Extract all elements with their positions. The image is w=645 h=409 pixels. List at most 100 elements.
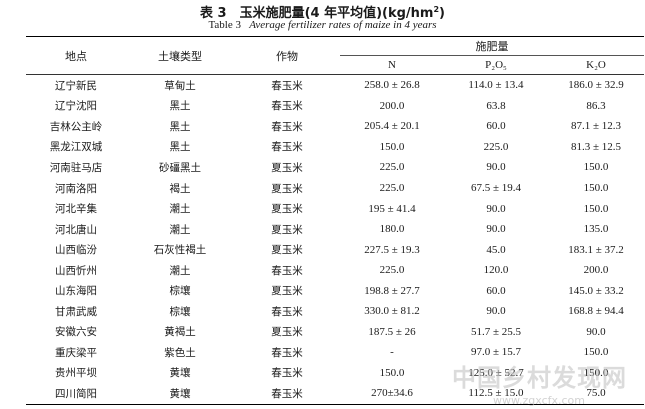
cell-location: 甘肃武威: [55, 305, 97, 318]
cell-n: 227.5 ± 19.3: [364, 243, 420, 256]
cell-location: 山东海阳: [55, 285, 97, 298]
table-row: 重庆梁平 紫色土 春玉米 - 97.0 ± 15.7 150.0: [26, 342, 644, 363]
cell-p2o5: 125.0 ± 52.7: [468, 366, 524, 379]
cell-location: 辽宁新民: [55, 79, 97, 92]
header-soil-type: 土壤类型: [158, 49, 202, 63]
cell-p2o5: 67.5 ± 19.4: [470, 182, 522, 194]
cell-crop: 夏玉米: [271, 285, 303, 298]
cell-k2o: 150.0: [583, 182, 609, 194]
cell-crop: 夏玉米: [271, 244, 303, 257]
cell-soil-type: 褐土: [169, 182, 191, 195]
cell-p2o5: 112.5 ± 15.0: [468, 387, 524, 400]
cell-location: 辽宁沈阳: [55, 100, 97, 113]
header-k2o: K₂O: [586, 59, 606, 71]
cell-p2o5: 60.0: [486, 284, 506, 297]
table-row: 黑龙江双城 黑土 春玉米 150.0 225.0 81.3 ± 12.5: [26, 137, 644, 158]
cell-crop: 春玉米: [271, 120, 303, 133]
cell-k2o: 150.0: [583, 202, 609, 215]
table-row: 辽宁沈阳 黑土 春玉米 200.0 63.8 86.3: [26, 96, 644, 117]
cell-k2o: 86.3: [586, 99, 606, 112]
subtitle-text: Average fertilizer rates of maize in 4 y…: [249, 19, 437, 31]
table-row: 贵州平坝 黄壤 春玉米 150.0 125.0 ± 52.7 150.0: [26, 363, 644, 384]
table-title: 表 3 玉米施肥量(4 年平均值)(kg/hm2): [0, 2, 645, 22]
cell-n: 258.0 ± 26.8: [364, 79, 420, 92]
title-superscript: 2: [433, 5, 440, 14]
cell-soil-type: 潮土: [169, 203, 191, 216]
cell-crop: 夏玉米: [271, 161, 303, 174]
cell-n: 225.0: [379, 264, 405, 277]
cell-p2o5: 60.0: [486, 120, 506, 133]
cell-soil-type: 潮土: [169, 264, 191, 277]
table-row: 吉林公主岭 黑土 春玉米 205.4 ± 20.1 60.0 87.1 ± 12.3: [26, 116, 644, 137]
cell-soil-type: 黑土: [169, 141, 191, 154]
cell-n: 180.0: [379, 223, 405, 236]
table-row: 河南驻马店 砂礓黑土 夏玉米 225.0 90.0 150.0: [26, 157, 644, 178]
header-row-top: 地点 土壤类型 作物 施肥量: [26, 36, 644, 63]
cell-crop: 春玉米: [271, 367, 303, 380]
cell-p2o5: 90.0: [486, 223, 506, 236]
cell-p2o5: 90.0: [486, 161, 506, 174]
cell-n: 270±34.6: [371, 387, 413, 400]
cell-soil-type: 黑土: [169, 100, 191, 113]
cell-n: 205.4 ± 20.1: [364, 120, 420, 133]
table-subtitle: Table 3 Average fertilizer rates of maiz…: [0, 19, 645, 32]
cell-k2o: 200.0: [583, 264, 609, 277]
cell-location: 河南洛阳: [55, 182, 97, 195]
cell-p2o5: 120.0: [483, 264, 509, 277]
cell-location: 吉林公主岭: [49, 120, 103, 133]
cell-crop: 春玉米: [271, 346, 303, 359]
cell-p2o5: 51.7 ± 25.5: [470, 325, 522, 338]
cell-soil-type: 紫色土: [164, 346, 196, 359]
cell-soil-type: 草甸土: [164, 79, 196, 92]
cell-n: 187.5 ± 26: [368, 325, 416, 338]
table-title-text: 表 3 玉米施肥量(4 年平均值)(kg/hm: [200, 6, 434, 21]
watermark-logo-text: 中国乡村发现网: [452, 364, 627, 392]
cell-soil-type: 黄壤: [169, 367, 191, 380]
cell-k2o: 87.1 ± 12.3: [570, 120, 622, 133]
cell-crop: 春玉米: [271, 264, 303, 277]
cell-crop: 夏玉米: [271, 223, 303, 236]
cell-n: -: [390, 346, 394, 359]
cell-n: 330.0 ± 81.2: [364, 305, 420, 318]
cell-k2o: 75.0: [586, 387, 606, 400]
cell-k2o: 150.0: [583, 366, 609, 379]
cell-location: 重庆梁平: [55, 346, 97, 359]
cell-soil-type: 黄壤: [169, 387, 191, 400]
cell-crop: 春玉米: [271, 305, 303, 318]
subtitle-prefix: Table 3: [208, 19, 241, 31]
table-row: 山西忻州 潮土 春玉米 225.0 120.0 200.0: [26, 260, 644, 281]
cell-crop: 春玉米: [271, 141, 303, 154]
cell-crop: 夏玉米: [271, 203, 303, 216]
cell-soil-type: 黑土: [169, 120, 191, 133]
header-p2o5: P₂O₅: [485, 59, 507, 71]
cell-k2o: 186.0 ± 32.9: [568, 79, 624, 92]
cell-p2o5: 63.8: [486, 99, 506, 112]
table-row: 山西临汾 石灰性褐土 夏玉米 227.5 ± 19.3 45.0 183.1 ± 37.2: [26, 239, 644, 260]
cell-n: 225.0: [379, 182, 405, 194]
table-row: 山东海阳 棕壤 夏玉米 198.8 ± 27.7 60.0 145.0 ± 33.2: [26, 280, 644, 301]
cell-location: 山西忻州: [55, 264, 97, 277]
header-fertilizer-rate: 施肥量: [340, 36, 644, 56]
header-crop: 作物: [276, 49, 298, 63]
cell-n: 225.0: [379, 161, 405, 174]
cell-location: 黑龙江双城: [49, 141, 103, 154]
cell-k2o: 135.0: [583, 223, 609, 236]
cell-k2o: 81.3 ± 12.5: [570, 140, 622, 153]
cell-soil-type: 棕壤: [169, 305, 191, 318]
cell-k2o: 150.0: [583, 161, 609, 174]
cell-location: 安徽六安: [55, 326, 97, 339]
cell-crop: 夏玉米: [271, 182, 303, 195]
table-row: 河北辛集 潮土 夏玉米 195 ± 41.4 90.0 150.0: [26, 198, 644, 219]
cell-n: 200.0: [379, 99, 405, 112]
cell-crop: 夏玉米: [271, 326, 303, 339]
table-row: 安徽六安 黄褐土 夏玉米 187.5 ± 26 51.7 ± 25.5 90.0: [26, 322, 644, 343]
cell-crop: 春玉米: [271, 387, 303, 400]
cell-k2o: 183.1 ± 37.2: [568, 243, 624, 256]
cell-p2o5: 97.0 ± 15.7: [470, 346, 522, 359]
cell-p2o5: 45.0: [486, 243, 506, 256]
cell-location: 河北辛集: [55, 203, 97, 216]
table-row: 河南洛阳 褐土 夏玉米 225.0 67.5 ± 19.4 150.0: [26, 178, 644, 199]
cell-n: 150.0: [379, 366, 405, 379]
cell-p2o5: 90.0: [486, 202, 506, 215]
cell-soil-type: 棕壤: [169, 285, 191, 298]
